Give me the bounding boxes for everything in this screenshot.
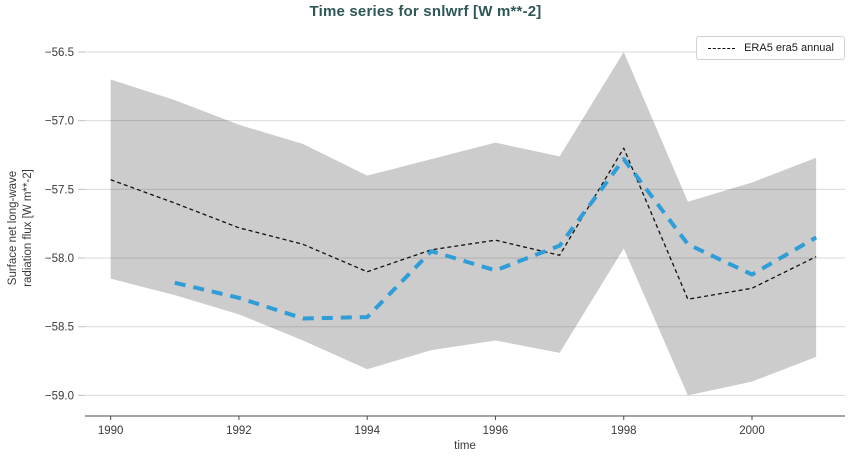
chart-title: Time series for snlwrf [W m**-2] [309, 3, 542, 20]
legend: ERA5 era5 annual [696, 36, 845, 60]
y-tick-label: −58.0 [45, 253, 74, 265]
y-axis-label-line2: radiation flux [W m**-2] [22, 169, 34, 287]
y-tick-label: −56.5 [45, 47, 74, 59]
x-tick-label: 1998 [611, 425, 637, 437]
y-axis-label-line1: Surface net long-wave [7, 170, 19, 286]
y-tick-label: −57.5 [45, 184, 74, 196]
x-tick-label: 2000 [739, 425, 765, 437]
y-tick-label: −58.5 [45, 322, 74, 334]
x-tick-label: 1992 [226, 425, 252, 437]
legend-label: ERA5 era5 annual [744, 42, 834, 54]
legend-dashed-line-sample [708, 47, 736, 49]
x-tick-label: 1990 [98, 425, 124, 437]
y-tick-label: −59.0 [45, 390, 74, 402]
x-axis-label: time [454, 440, 476, 452]
uncertainty-band [110, 51, 817, 396]
x-tick-label: 1996 [483, 425, 509, 437]
y-axis-label: Surface net long-wave radiation flux [W … [6, 169, 36, 287]
y-tick-label: −57.0 [45, 116, 74, 128]
x-tick-label: 1994 [354, 425, 380, 437]
era5-annual-line [110, 147, 817, 300]
